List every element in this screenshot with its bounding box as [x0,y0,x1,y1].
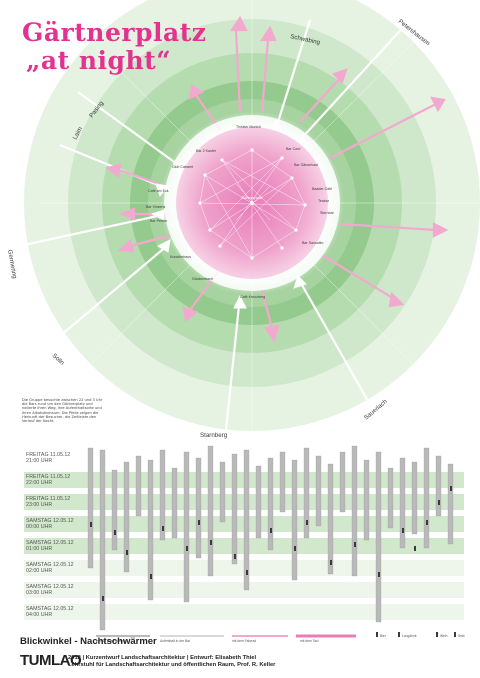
place-label-3: Bar Gänsehaut [294,163,318,167]
direction-solln: Solln [51,352,66,367]
place-label-6: Sternbar [320,211,335,215]
timeline-row-2: FREITAG 11.05.12 22:00 UHR [26,474,71,486]
place-label-5: Teabar [318,199,330,203]
place-label-8: Café Kreuzberg [240,295,265,299]
poster-title-line1: Gärtnerplatz [22,18,207,47]
legend-wine: Wein [440,634,448,638]
footer-credit-2: Lehrstuhl für Landschaftsarchitektur und… [68,662,276,668]
legend-sekt: Sekt [458,634,465,638]
place-label-12: Bar Vinzenz [146,205,166,209]
place-label-14: Club Cabaret [172,165,193,169]
direction-sauerlach: Sauerlach [363,398,389,422]
visitor-arrows [105,15,449,343]
poster-title-line2: „at night“ [26,46,172,75]
place-label-15: Bar 2 Kaufer [196,149,217,153]
legend-bike: mit dem Fahrrad [232,639,256,643]
place-label-1: Theater Munich [236,125,261,129]
legend-labels: zu Fuß aus Richtung ... Aufenthalt in de… [96,634,465,643]
legend-marks [96,632,456,638]
timeline-row-4: SAMSTAG 12.05.12 00:00 UHR [26,518,74,530]
legend-stay: Aufenthalt in der Bar [160,639,191,643]
timeline-row-5: SAMSTAG 12.05.12 01:00 UHR [26,540,74,552]
place-label-2: Bar Cord [286,147,300,151]
legend-beer: Bier [380,634,387,638]
place-label-10: Kunstlerhaus [170,255,191,259]
place-label-9: Glockenbach [192,277,213,281]
center-label: Gärtnerplatz [242,196,263,200]
timeline-bars [87,445,454,631]
legend-taxi: mit dem Taxi [300,639,319,643]
description-text: Die Gruppe besuchte zwischen 22 und 3 Uh… [22,398,103,424]
place-label-4: Baader Café [312,187,332,191]
center-hub [164,115,340,291]
timeline-row-8: SAMSTAG 12.05.12 04:00 UHR [26,606,74,618]
legend-walk: zu Fuß aus Richtung ... [96,639,130,643]
place-label-7: Bar Sausalito [302,241,323,245]
place-label-13: Café am Eck [148,189,169,193]
timeline-row-6: SAMSTAG 12.05.12 02:00 UHR [26,562,74,574]
legend-longdrink: Longdrink [402,634,417,638]
timeline-row-7: SAMSTAG 12.05.12 03:00 UHR [26,584,74,596]
tumlao-logo: TUMLAO [20,652,82,669]
drink-markers [90,486,452,601]
place-labels: Theater Munich Bar Cord Bar Gänsehaut Ba… [146,125,335,299]
direction-germering: Germering [6,249,18,280]
footer-credit-1: 2012 | Kurzentwurf Landschaftsarchitektu… [68,655,257,661]
timeline-row-1: FREITAG 11.05.12 21:00 UHR [26,452,71,464]
direction-starnberg: Starnberg [200,432,228,439]
place-label-11: Bar Perrier [150,219,168,223]
footer-heading: Blickwinkel - Nachtschwärmer [20,636,157,647]
timeline-row-3: FREITAG 11.05.12 23:00 UHR [26,496,71,508]
